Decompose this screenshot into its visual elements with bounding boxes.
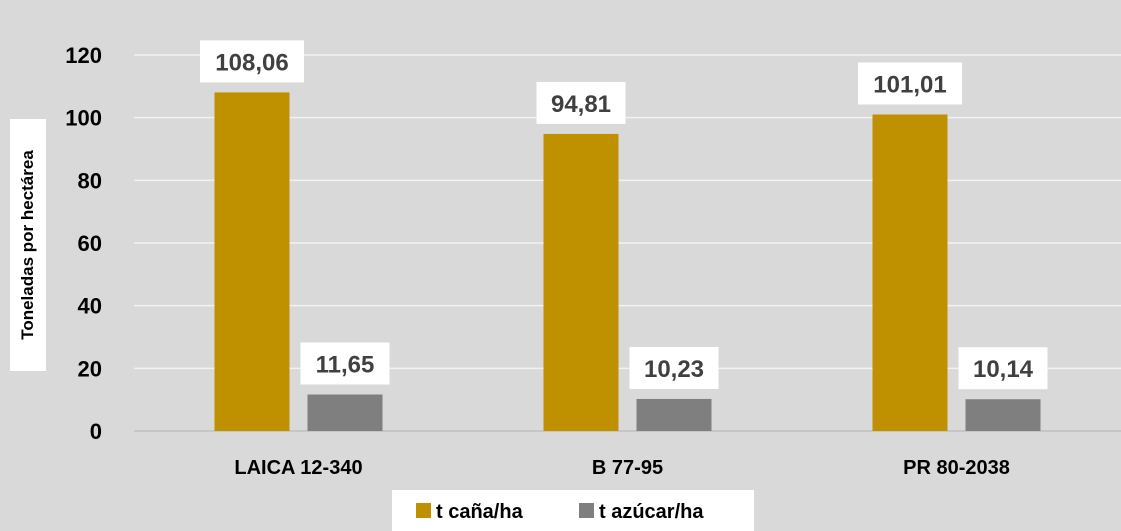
data-label-box [858,62,962,105]
data-label: 101,01 [873,72,946,99]
data-label: 10,23 [644,356,704,383]
legend-label: t azúcar/ha [599,501,704,523]
y-axis-title-box [10,119,46,371]
data-label: 10,14 [973,356,1034,383]
data-label-box [300,342,390,385]
data-label: 108,06 [215,49,288,76]
bar-cana-1 [214,92,290,432]
legend-box [392,490,754,531]
legend-label: t caña/ha [436,501,524,523]
bar-azucar-2 [636,398,712,431]
legend-swatch-azucar [579,503,594,518]
y-tick-label: 20 [78,356,102,381]
bar-azucar-3 [965,399,1041,431]
data-label-box [536,81,626,124]
y-tick-label: 120 [65,43,102,68]
y-tick-label: 40 [78,294,102,319]
x-tick-label: LAICA 12-340 [234,457,362,479]
x-tick-label: B 77-95 [592,457,663,479]
data-label-box [629,346,719,389]
data-label-box [200,40,304,83]
data-label-box [958,347,1048,390]
y-tick-label: 0 [90,419,102,444]
data-label: 11,65 [316,351,375,378]
data-label: 94,81 [551,91,611,118]
legend-swatch-cana [416,503,431,518]
bar-cana-3 [872,114,948,431]
y-tick-label: 80 [78,168,102,193]
y-tick-label: 100 [65,106,102,131]
bar-cana-2 [543,133,619,432]
y-tick-label: 60 [78,231,102,256]
bar-azucar-1 [307,394,383,431]
y-axis-title: Toneladas por hectárea [18,150,37,340]
x-tick-label: PR 80-2038 [903,457,1010,479]
